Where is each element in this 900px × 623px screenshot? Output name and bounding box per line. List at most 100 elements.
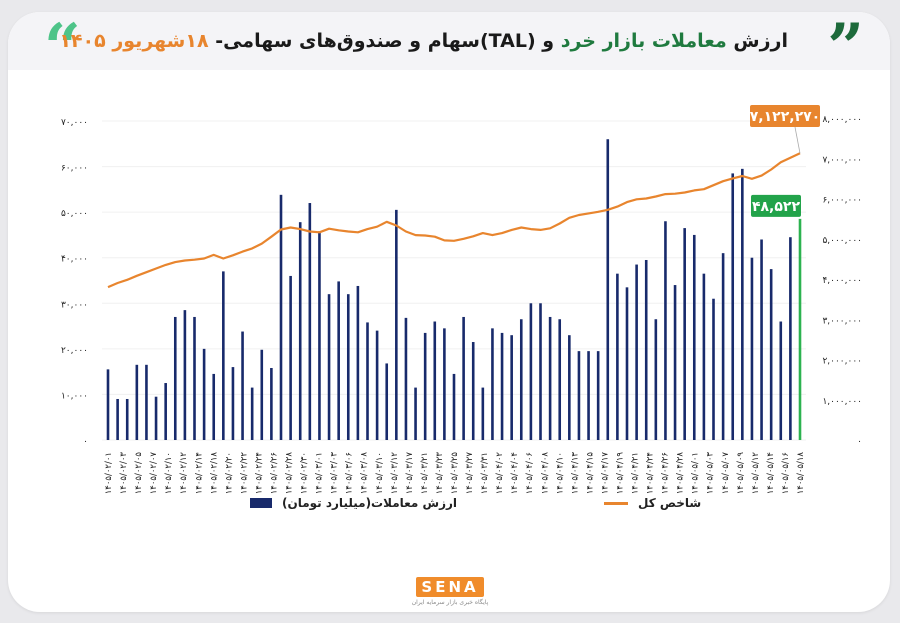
- x-tick-label: ۱۴۰۵/۰۵/۰۷: [721, 452, 731, 495]
- title-part-green: معاملات بازار خرد: [560, 30, 727, 52]
- x-tick-label: ۱۴۰۵/۰۳/۱۰: [375, 452, 385, 494]
- bar: [404, 317, 408, 440]
- x-tick-label: ۱۴۰۵/۰۳/۳۱: [480, 452, 490, 494]
- bar: [135, 364, 139, 440]
- title-part-date: ۱۸شهریور ۱۴۰۵: [59, 30, 209, 52]
- line-callout-box: [750, 105, 820, 127]
- x-tick-label: ۱۴۰۵/۰۲/۰۱: [104, 452, 114, 494]
- bar: [750, 257, 754, 440]
- x-tick-label: ۱۴۰۵/۰۲/۲۴: [254, 452, 264, 494]
- x-tick-label: ۱۴۰۵/۰۲/۱۰: [164, 452, 174, 494]
- y2-tick-label: ۰: [857, 437, 862, 447]
- x-tick-label: ۱۴۰۵/۰۲/۲۸: [285, 452, 295, 495]
- x-tick-label: ۱۴۰۵/۰۴/۱۰: [555, 452, 565, 494]
- legend-line-label: شاخص کل: [638, 496, 702, 510]
- x-tick-label: ۱۴۰۵/۰۴/۲۱: [631, 452, 641, 494]
- bar: [731, 173, 735, 440]
- bar: [423, 332, 427, 440]
- bar: [346, 294, 350, 440]
- x-tick-label: ۱۴۰۵/۰۴/۲۴: [646, 452, 656, 494]
- bar: [308, 203, 312, 440]
- bar: [741, 168, 744, 440]
- bar: [644, 259, 648, 440]
- x-tick-label: ۱۴۰۵/۰۴/۰۲: [495, 452, 505, 495]
- legend-line-swatch: [604, 501, 628, 505]
- bar: [625, 287, 629, 440]
- bar: [683, 228, 686, 440]
- bar: [471, 342, 475, 440]
- x-tick-label: ۱۴۰۵/۰۴/۲۶: [661, 452, 671, 494]
- bar: [375, 330, 379, 440]
- x-tick-label: ۱۴۰۵/۰۳/۰۳: [330, 452, 340, 495]
- line-callout-value: ۷,۱۲۲,۲۷۰: [750, 109, 820, 125]
- bar: [183, 310, 187, 440]
- x-tick-label: ۱۴۰۵/۰۳/۱۷: [405, 452, 415, 495]
- callouts: ۷,۱۲۲,۲۷۰ ۴۸,۵۲۲: [750, 105, 820, 217]
- bar: [616, 273, 619, 440]
- bar: [145, 364, 148, 440]
- bar-series: [106, 139, 802, 440]
- x-tick-label: ۱۴۰۵/۰۳/۲۵: [450, 452, 460, 495]
- bar: [279, 194, 283, 440]
- x-tick-label: ۱۴۰۵/۰۵/۰۳: [706, 452, 716, 495]
- x-tick-label: ۱۴۰۵/۰۲/۱۲: [179, 452, 189, 495]
- x-tick-label: ۱۴۰۵/۰۵/۱۲: [751, 452, 761, 495]
- bar: [385, 363, 389, 440]
- bar: [241, 331, 244, 440]
- bar: [395, 209, 398, 440]
- y2-tick-label: ۴,۰۰۰,۰۰۰: [822, 276, 862, 286]
- y-tick-label: ۵۰,۰۰۰: [61, 209, 88, 219]
- bar-last: [798, 218, 802, 440]
- bar: [635, 264, 638, 440]
- bar: [568, 335, 571, 440]
- x-tick-label: ۱۴۰۵/۰۳/۰۶: [345, 452, 355, 494]
- title-part-pre: ارزش: [726, 30, 788, 52]
- bar: [789, 237, 792, 440]
- x-tick-label: ۱۴۰۵/۰۴/۱۷: [600, 452, 610, 495]
- y-tick-label: ۲۰,۰۰۰: [61, 346, 88, 356]
- bar: [702, 273, 706, 440]
- bar-callout-box: [751, 194, 801, 217]
- y2-tick-label: ۲,۰۰۰,۰۰۰: [822, 357, 862, 367]
- y-axis-right: ۰ ۱,۰۰۰,۰۰۰ ۲,۰۰۰,۰۰۰ ۳,۰۰۰,۰۰۰ ۴,۰۰۰,۰۰۰ ۵,۰…: [822, 115, 862, 447]
- x-tick-label: ۱۴۰۵/۰۲/۱۸: [209, 452, 219, 495]
- bar: [193, 316, 196, 440]
- bar: [577, 351, 581, 440]
- x-tick-label: ۱۴۰۵/۰۳/۰۸: [360, 452, 370, 495]
- bar: [250, 387, 254, 440]
- bar: [452, 373, 456, 440]
- x-axis: ۱۴۰۵/۰۲/۰۱ ۱۴۰۵/۰۲/۰۳ ۱۴۰۵/۰۲/۰۵ ۱۴۰۵/۰۲/۰۷…: [104, 452, 806, 495]
- quote-mark-right-icon: ”: [827, 10, 864, 85]
- x-tick-label: ۱۴۰۵/۰۳/۲۷: [465, 452, 475, 495]
- bar: [222, 271, 225, 440]
- bar: [587, 351, 590, 440]
- y2-tick-label: ۶,۰۰۰,۰۰۰: [822, 196, 862, 206]
- y-tick-label: ۳۰,۰۰۰: [61, 300, 88, 310]
- bar: [173, 316, 177, 440]
- x-tick-label: ۱۴۰۵/۰۲/۲۲: [239, 452, 249, 495]
- x-tick-label: ۱۴۰۵/۰۵/۱۶: [781, 452, 791, 494]
- x-tick-label: ۱۴۰۵/۰۴/۱۳: [570, 452, 580, 495]
- title-part-mid: و (TAL)سهام و صندوق‌های سهامی-: [208, 30, 561, 52]
- bar: [154, 396, 158, 440]
- logo-brand: SENA: [416, 577, 484, 597]
- bar: [231, 367, 235, 440]
- bar: [529, 303, 533, 440]
- y2-tick-label: ۸,۰۰۰,۰۰۰: [822, 115, 862, 125]
- bar: [519, 319, 523, 440]
- bar: [664, 221, 667, 440]
- x-tick-label: ۱۴۰۵/۰۳/۲۳: [435, 452, 445, 495]
- bar: [260, 349, 264, 440]
- title-bar: “ ارزش معاملات بازار خرد و (TAL)سهام و ص…: [8, 12, 890, 80]
- bar: [769, 269, 773, 440]
- x-tick-label: ۱۴۰۵/۰۲/۱۴: [194, 452, 204, 494]
- legend-bars: ارزش معاملات(میلیارد تومان): [250, 496, 457, 510]
- bar: [433, 321, 437, 440]
- y-tick-label: ۰: [83, 437, 88, 447]
- x-tick-label: ۱۴۰۵/۰۵/۱۸: [796, 452, 806, 495]
- bar: [116, 398, 119, 440]
- x-tick-label: ۱۴۰۵/۰۵/۱۴: [766, 452, 776, 494]
- bar: [270, 367, 273, 440]
- bar: [318, 231, 321, 440]
- index-line: [107, 152, 801, 289]
